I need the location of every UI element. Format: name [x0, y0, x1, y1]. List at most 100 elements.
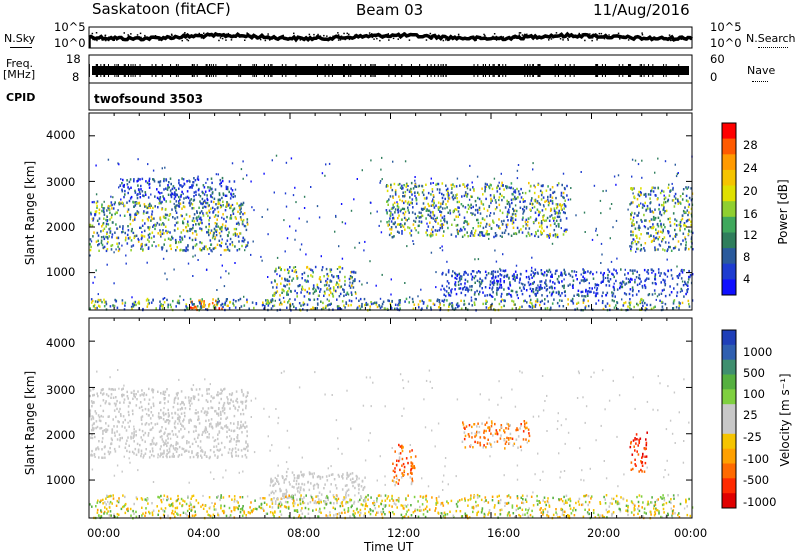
velocity-cell — [183, 411, 186, 415]
power-cell — [138, 302, 141, 305]
power-cell — [420, 215, 422, 219]
velocity-cell — [167, 437, 169, 440]
power-cell — [679, 229, 681, 232]
power-cell — [458, 276, 461, 280]
velocity-cell — [113, 409, 116, 412]
velocity-cell — [191, 442, 194, 446]
power-cell — [657, 238, 659, 241]
power-cell — [410, 187, 412, 191]
power-cell — [195, 190, 197, 193]
power-cell — [680, 287, 683, 291]
power-cell — [415, 202, 418, 205]
power-cell — [308, 267, 311, 271]
power-cell — [220, 181, 222, 184]
power-cell — [381, 273, 383, 276]
velocity-cell — [230, 452, 233, 455]
power-cell — [103, 200, 105, 203]
power-cell — [609, 207, 611, 210]
velocity-cell — [347, 475, 349, 478]
power-cell — [126, 233, 129, 237]
noise-search-point — [526, 33, 528, 36]
power-cell — [685, 199, 688, 202]
noise-search-point — [112, 36, 115, 38]
power-cell — [445, 273, 447, 276]
velocity-cell — [308, 488, 311, 492]
power-cell — [496, 190, 499, 193]
velocity-cell — [167, 412, 170, 415]
power-cell — [550, 294, 553, 297]
power-cell — [182, 298, 185, 301]
power-cell — [631, 211, 633, 215]
freq-ytick-right-bottom: 0 — [710, 70, 718, 84]
power-cell — [188, 186, 191, 189]
power-cell — [494, 232, 497, 235]
power-cell — [134, 213, 136, 216]
power-cell — [484, 294, 486, 297]
power-cell — [528, 277, 531, 281]
power-cell — [688, 269, 690, 273]
power-cell — [285, 205, 288, 208]
power-cell — [643, 247, 645, 250]
power-cell — [431, 190, 434, 193]
power-cell — [564, 290, 566, 293]
velocity-cell — [217, 414, 220, 417]
power-cell — [300, 291, 302, 294]
power-cell — [183, 182, 185, 185]
power-cell — [182, 192, 184, 195]
power-cell — [679, 302, 681, 305]
velocity-cell — [199, 440, 202, 443]
velocity-cell — [155, 442, 158, 445]
power-cell — [556, 277, 559, 281]
power-cell — [524, 299, 526, 302]
power-cell — [214, 306, 217, 309]
velocity-cell — [217, 455, 219, 458]
power-cell — [209, 216, 211, 219]
velocity-cell — [211, 406, 214, 410]
power-cell — [179, 238, 181, 241]
power-cell — [586, 290, 589, 293]
power-cell — [550, 286, 552, 289]
power-cell — [147, 226, 149, 229]
velocity-cell — [164, 390, 167, 393]
power-cell — [142, 194, 144, 197]
power-cell — [654, 248, 656, 252]
velocity-cell — [175, 433, 177, 436]
power-cell — [161, 232, 164, 235]
power-cell — [319, 279, 322, 282]
noise-search-point — [95, 32, 98, 34]
power-cell — [687, 287, 689, 291]
noise-search-point — [442, 39, 445, 42]
power-cell — [208, 253, 210, 255]
power-cell — [491, 304, 493, 307]
velocity-cell — [357, 500, 360, 503]
power-cell — [108, 235, 110, 238]
power-cell — [674, 192, 677, 196]
power-cell — [201, 221, 203, 225]
velocity-cell — [294, 502, 296, 505]
power-cell — [240, 210, 242, 214]
power-cell — [463, 233, 466, 237]
velocity-cell — [346, 484, 348, 487]
power-cell — [200, 249, 203, 252]
power-cell — [499, 273, 501, 276]
power-cell — [481, 217, 484, 221]
velocity-cell — [140, 454, 142, 458]
power-cell — [214, 222, 217, 225]
velocity-cell — [152, 390, 154, 394]
velocity-cell — [168, 447, 171, 450]
velocity-cell — [135, 430, 137, 433]
power-cell — [519, 206, 522, 209]
power-cell — [236, 233, 238, 236]
power-cell — [369, 305, 371, 308]
velocity-cell — [120, 414, 122, 418]
power-cell — [668, 245, 670, 249]
power-cell — [531, 302, 533, 305]
velocity-cell — [345, 491, 347, 494]
noise-search-point — [425, 39, 428, 41]
velocity-cell — [280, 502, 283, 505]
velocity-cell — [173, 398, 176, 402]
power-cell — [540, 272, 543, 275]
velocity-cell — [111, 388, 114, 391]
power-cell — [234, 232, 236, 235]
power-cell — [251, 206, 253, 209]
